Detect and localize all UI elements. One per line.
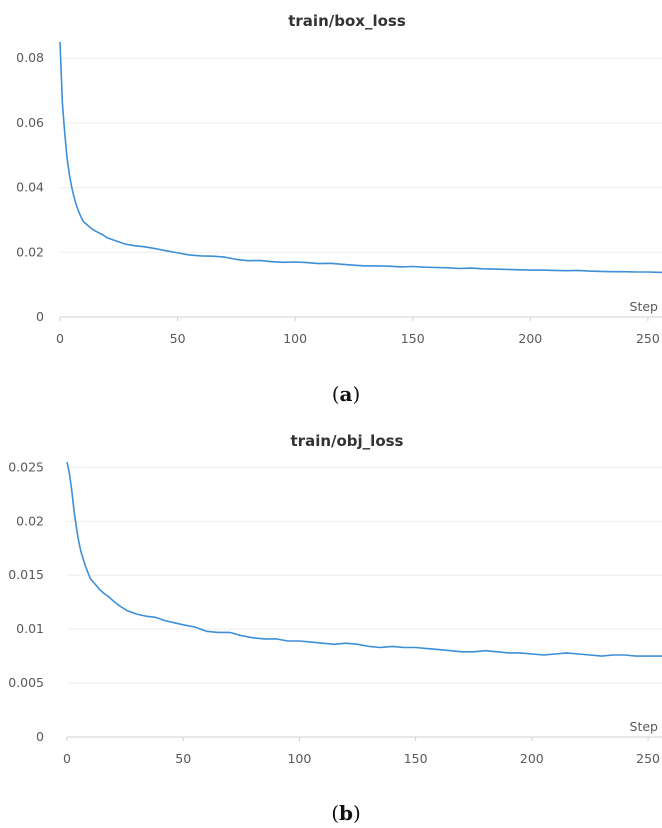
panel-a-y-tick-label: 0.08 bbox=[16, 50, 44, 65]
panel-b-x-ticks: 0 50 100 150 200 250 bbox=[63, 737, 660, 766]
panel-a: train/box_loss 0 0.02 0.04 0.06 0.08 0 50 100 1… bbox=[16, 12, 662, 406]
panel-b-series-line bbox=[66, 461, 662, 657]
panel-b-x-tick-label: 250 bbox=[636, 751, 660, 766]
panel-a-x-tick-label: 0 bbox=[56, 331, 64, 346]
panel-b-caption: (b) bbox=[331, 801, 361, 825]
panel-b-y-tick-label: 0.025 bbox=[8, 459, 44, 474]
panel-a-x-axis-label: Step bbox=[630, 299, 659, 314]
panel-b-x-tick-label: 50 bbox=[175, 751, 191, 766]
panel-a-x-tick-label: 150 bbox=[401, 331, 425, 346]
panel-b-x-tick-label: 150 bbox=[404, 751, 428, 766]
panel-b-y-tick-label: 0.01 bbox=[16, 621, 44, 636]
panel-a-series bbox=[59, 41, 662, 274]
caption-letter: b bbox=[339, 801, 353, 825]
panel-a-x-tick-label: 50 bbox=[170, 331, 186, 346]
panel-b-x-axis-label: Step bbox=[630, 719, 659, 734]
panel-b-gridlines bbox=[67, 466, 662, 684]
panel-a-x-tick-label: 200 bbox=[518, 331, 542, 346]
panel-a-series-line bbox=[59, 41, 662, 274]
panel-b-y-tick-label: 0 bbox=[36, 729, 44, 744]
panel-b-y-tick-label: 0.015 bbox=[8, 567, 44, 582]
panel-a-y-tick-label: 0 bbox=[36, 309, 44, 324]
panel-a-x-tick-label: 250 bbox=[636, 331, 660, 346]
panel-b-x-tick-label: 200 bbox=[520, 751, 544, 766]
panel-a-y-ticks: 0 0.02 0.04 0.06 0.08 bbox=[16, 50, 44, 324]
panel-a-gridlines bbox=[60, 57, 662, 253]
panel-b-y-tick-label: 0.005 bbox=[8, 675, 44, 690]
panel-b-series bbox=[66, 461, 662, 657]
panel-a-y-tick-label: 0.04 bbox=[16, 180, 44, 195]
panel-a-y-tick-label: 0.02 bbox=[16, 244, 44, 259]
caption-close-paren: ) bbox=[353, 801, 361, 825]
panel-b-x-tick-label: 100 bbox=[287, 751, 311, 766]
panel-a-title: train/box_loss bbox=[288, 12, 406, 30]
panel-a-y-tick-label: 0.06 bbox=[16, 115, 44, 130]
panel-b-title: train/obj_loss bbox=[291, 432, 404, 450]
panel-a-caption: (a) bbox=[332, 382, 361, 406]
panel-a-x-tick-label: 100 bbox=[283, 331, 307, 346]
panel-a-x-ticks: 0 50 100 150 200 250 bbox=[56, 317, 660, 346]
caption-open-paren: ( bbox=[332, 382, 340, 406]
panel-b: train/obj_loss 00.0050.010.0150.020.025 … bbox=[8, 432, 662, 825]
caption-open-paren: ( bbox=[331, 801, 339, 825]
panel-b-x-tick-label: 0 bbox=[63, 751, 71, 766]
panel-b-y-ticks: 0 0.005 0.01 0.015 0.02 0.025 bbox=[8, 459, 44, 744]
caption-close-paren: ) bbox=[352, 382, 360, 406]
panel-b-y-tick-label: 0.02 bbox=[16, 513, 44, 528]
caption-letter: a bbox=[340, 382, 353, 406]
